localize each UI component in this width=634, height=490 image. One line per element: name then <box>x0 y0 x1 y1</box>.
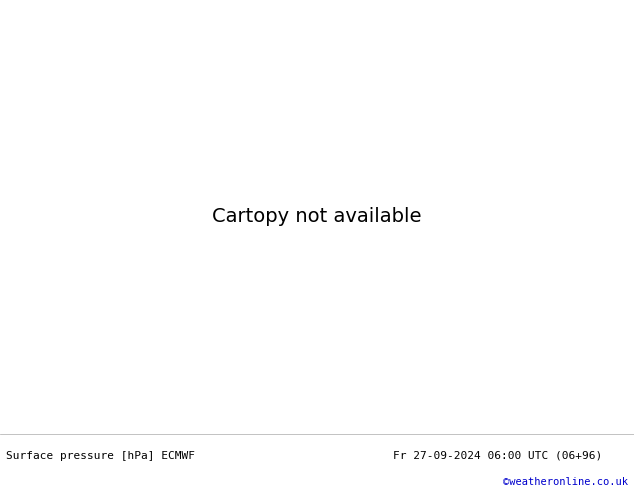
Text: Fr 27-09-2024 06:00 UTC (06+96): Fr 27-09-2024 06:00 UTC (06+96) <box>393 451 602 461</box>
Text: Surface pressure [hPa] ECMWF: Surface pressure [hPa] ECMWF <box>6 451 195 461</box>
Text: ©weatheronline.co.uk: ©weatheronline.co.uk <box>503 477 628 487</box>
Text: Cartopy not available: Cartopy not available <box>212 207 422 226</box>
